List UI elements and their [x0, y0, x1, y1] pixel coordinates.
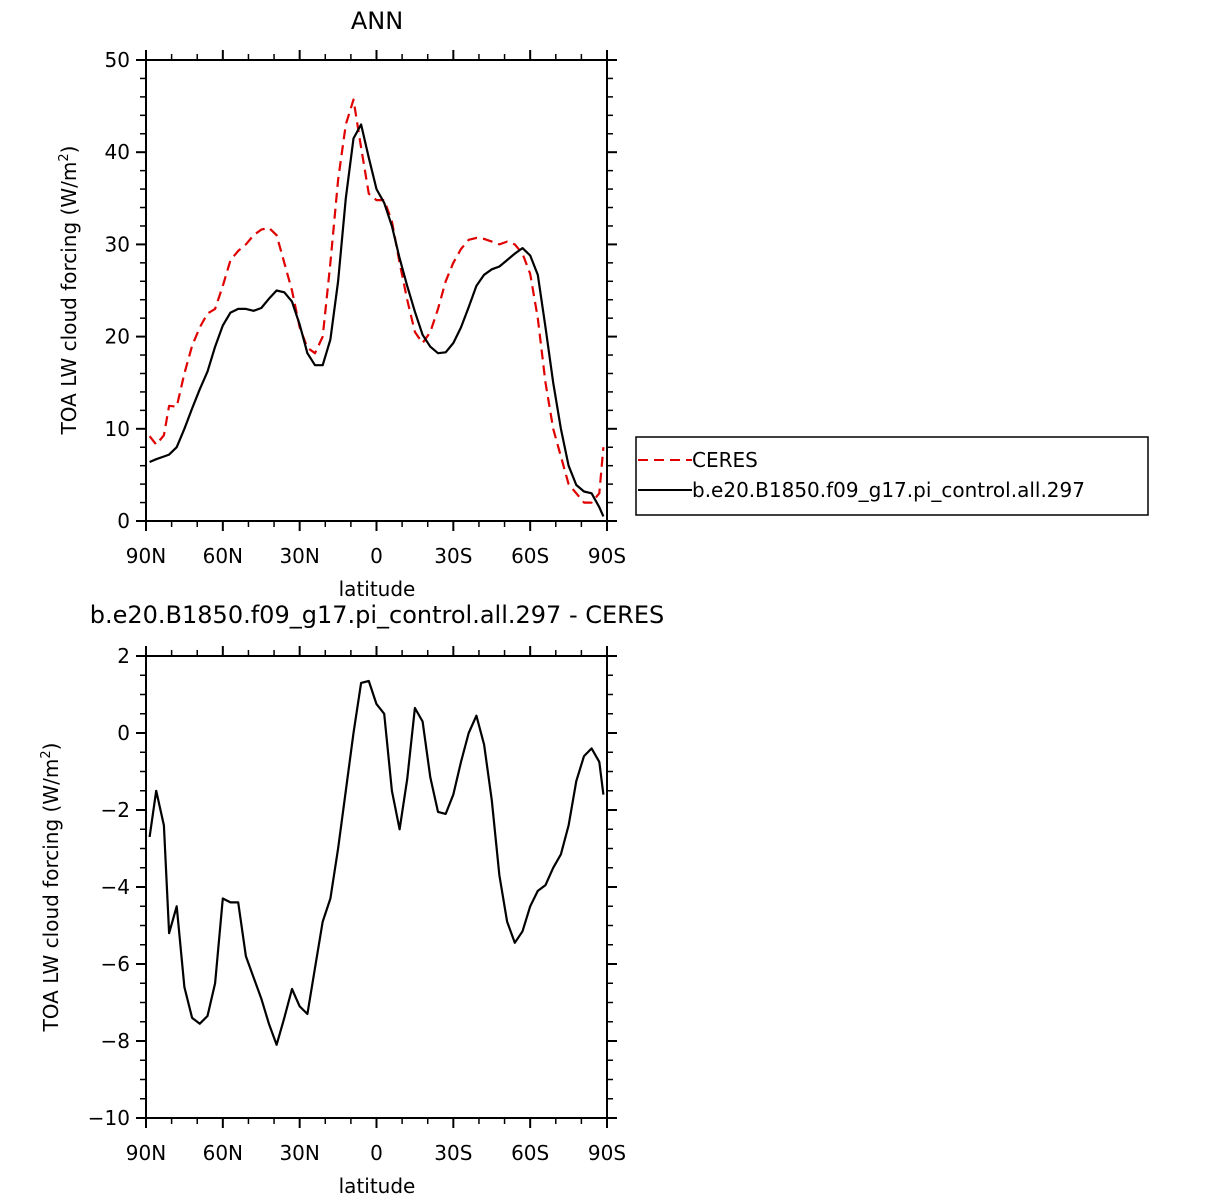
y-tick-label: −8	[101, 1029, 130, 1053]
x-tick-label: 30N	[279, 544, 319, 568]
x-tick-label: 90S	[588, 544, 626, 568]
legend-label-model: b.e20.B1850.f09_g17.pi_control.all.297	[692, 478, 1085, 502]
top-y-axis-label: TOA LW cloud forcing (W/m2)	[57, 146, 81, 436]
x-tick-label: 90N	[126, 1141, 166, 1165]
top-x-axis: 90N 60N 30N 0 30S 60S 90S	[126, 50, 626, 568]
bottom-title: b.e20.B1850.f09_g17.pi_control.all.297 -…	[90, 601, 664, 629]
top-x-axis-label: latitude	[339, 577, 416, 601]
bottom-y-axis-label: TOA LW cloud forcing (W/m2)	[39, 743, 63, 1033]
y-tick-label: 50	[105, 48, 130, 72]
bottom-x-axis: 90N 60N 30N 0 30S 60S 90S	[126, 646, 626, 1165]
x-tick-label: 30S	[434, 1141, 472, 1165]
legend-box	[635, 436, 1149, 516]
top-series-line-0	[148, 98, 605, 504]
y-tick-label: 40	[105, 140, 130, 164]
x-tick-label: 90N	[126, 544, 166, 568]
y-tick-label: 0	[117, 721, 130, 745]
bottom-plot-frame	[145, 655, 608, 1119]
x-tick-label: 60N	[203, 1141, 243, 1165]
x-tick-label: 90S	[588, 1141, 626, 1165]
top-series-group	[148, 98, 605, 517]
top-plot-frame	[145, 59, 608, 522]
bottom-y-axis: −10 −8 −6 −4 −2 0 2	[88, 644, 617, 1130]
y-tick-label: 20	[105, 325, 130, 349]
bottom-panel: b.e20.B1850.f09_g17.pi_control.all.297 -…	[39, 601, 664, 1198]
x-tick-label: 0	[370, 544, 383, 568]
x-tick-label: 30N	[279, 1141, 319, 1165]
y-tick-label: −2	[101, 798, 130, 822]
x-tick-label: 60N	[203, 544, 243, 568]
y-tick-label: 10	[105, 417, 130, 441]
x-tick-label: 60S	[511, 1141, 549, 1165]
y-tick-label: −6	[101, 952, 130, 976]
top-series-line-1	[149, 123, 605, 517]
top-title: ANN	[351, 7, 403, 35]
top-panel: ANN 0 10 20 30 40 50 90N 60N 30N 0 30S 60S 90S lati…	[57, 7, 626, 601]
y-tick-label: 2	[117, 644, 130, 668]
bottom-series-line-0	[148, 679, 605, 1046]
bottom-x-axis-label: latitude	[339, 1174, 416, 1198]
legend: CERES b.e20.B1850.f09_g17.pi_control.all…	[635, 436, 1149, 516]
top-y-axis: 0 10 20 30 40 50	[105, 48, 617, 533]
legend-label-ceres: CERES	[692, 448, 758, 472]
x-tick-label: 60S	[511, 544, 549, 568]
x-tick-label: 30S	[434, 544, 472, 568]
x-tick-label: 0	[370, 1141, 383, 1165]
y-tick-label: 0	[117, 509, 130, 533]
y-tick-label: −4	[101, 875, 130, 899]
y-tick-label: 30	[105, 232, 130, 256]
bottom-series-group	[148, 679, 605, 1046]
y-tick-label: −10	[88, 1106, 130, 1130]
